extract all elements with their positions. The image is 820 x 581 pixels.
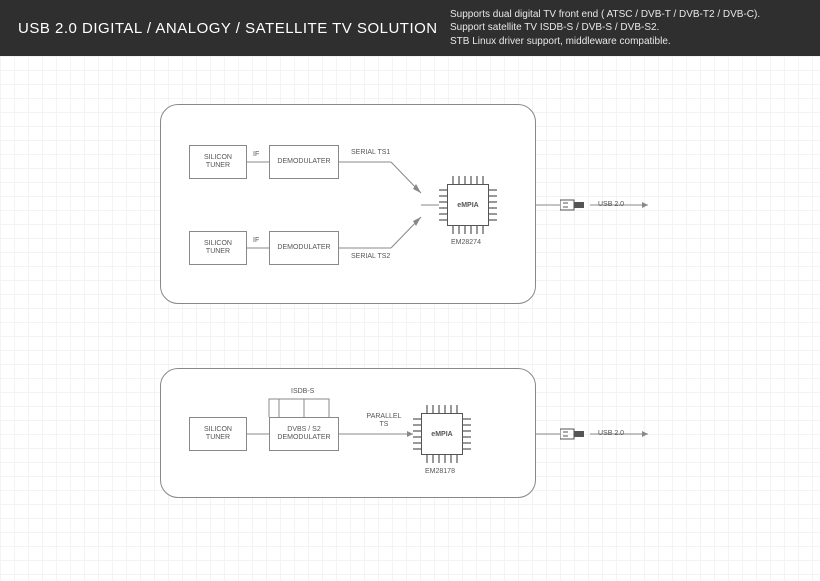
tuner-block: SILICONTUNER [189,145,247,179]
isdb-label: ISDB-S [291,388,314,395]
if-label: IF [253,151,259,158]
header-desc: Supports dual digital TV front end ( ATS… [440,2,820,55]
ts-label: SERIAL TS2 [351,253,390,260]
wires-usb1 [536,198,656,212]
usb-plug-icon [560,198,586,212]
wires-usb2 [536,427,656,441]
chip-body: eMPIA [421,413,463,455]
chip-em28178: eMPIA [413,405,471,463]
chip-part-label: EM28178 [425,468,455,475]
if-label: IF [253,237,259,244]
chip-brand: eMPIA [457,202,478,209]
usb-label: USB 2.0 [598,430,624,437]
usb-label: USB 2.0 [598,201,624,208]
demod-block: DVBS / S2DEMODULATER [269,417,339,451]
page-title: USB 2.0 DIGITAL / ANALOGY / SATELLITE TV… [0,20,440,37]
chip-em28274: eMPIA [439,176,497,234]
board-satellite: SILICONTUNER DVBS / S2DEMODULATER ISDB-S… [160,368,536,498]
demod-block: DEMODULATER [269,145,339,179]
ts-label: PARALLELTS [361,413,407,428]
board-dual-tuner: SILICONTUNER SILICONTUNER IF IF DEMODULA… [160,104,536,304]
desc-line: Support satellite TV ISDB-S / DVB-S / DV… [450,21,802,35]
chip-body: eMPIA [447,184,489,226]
usb-plug-icon [560,427,586,441]
ts-label: SERIAL TS1 [351,149,390,156]
tuner-block: SILICONTUNER [189,417,247,451]
desc-line: STB Linux driver support, middleware com… [450,35,802,49]
chip-brand: eMPIA [431,431,452,438]
tuner-block: SILICONTUNER [189,231,247,265]
header-bar: USB 2.0 DIGITAL / ANALOGY / SATELLITE TV… [0,0,820,56]
desc-line: Supports dual digital TV front end ( ATS… [450,8,802,22]
demod-block: DEMODULATER [269,231,339,265]
chip-part-label: EM28274 [451,239,481,246]
